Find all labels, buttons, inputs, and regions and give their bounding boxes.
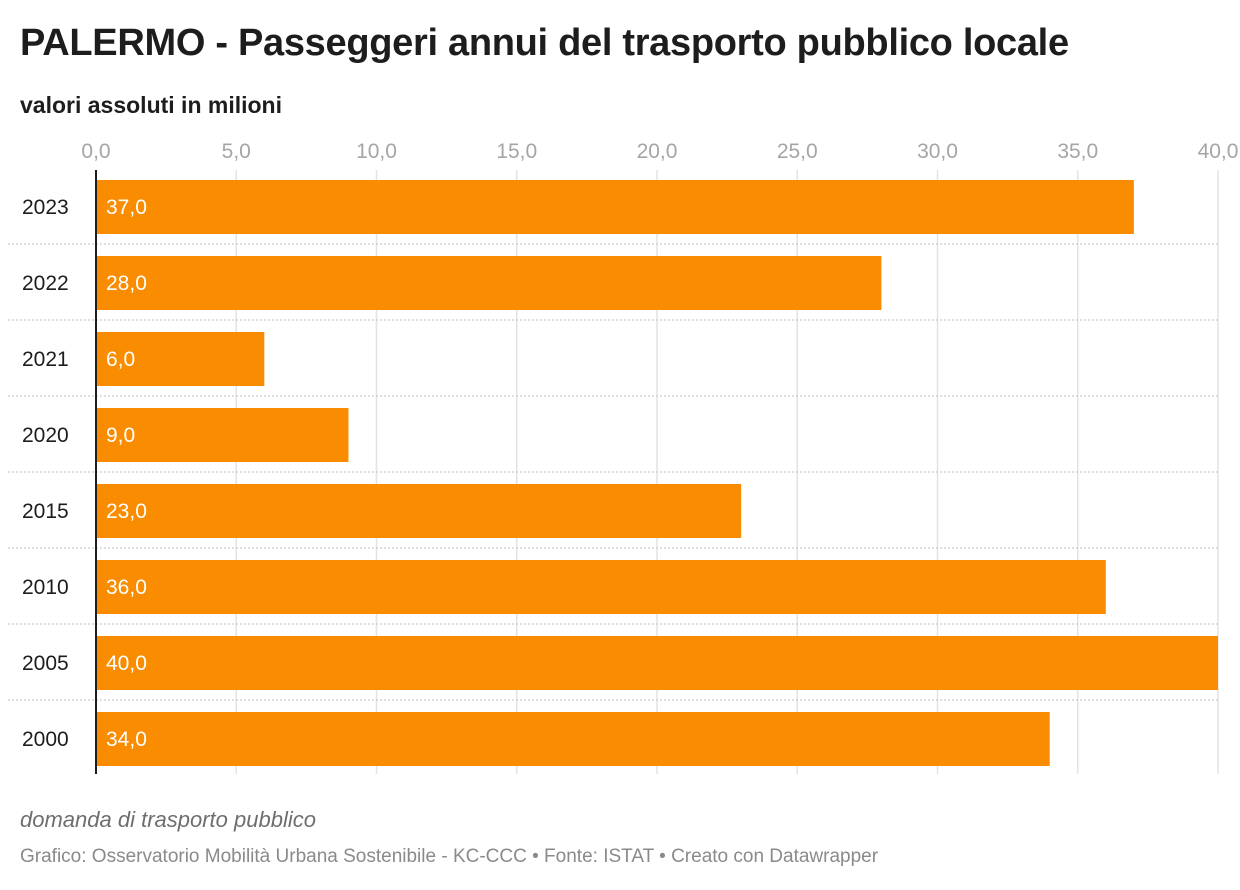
category-label: 2005 bbox=[22, 652, 69, 675]
bar bbox=[96, 256, 882, 310]
category-label: 2022 bbox=[22, 272, 69, 295]
bar-value-label: 34,0 bbox=[106, 728, 147, 751]
x-tick-label: 30,0 bbox=[917, 140, 958, 163]
category-label: 2023 bbox=[22, 196, 69, 219]
category-label: 2010 bbox=[22, 576, 69, 599]
bar-value-label: 23,0 bbox=[106, 500, 147, 523]
bar-value-label: 6,0 bbox=[106, 348, 135, 371]
category-label: 2021 bbox=[22, 348, 69, 371]
bar-chart: 0,0 5,0 10,0 15,0 20,0 25,0 30,0 35,0 40,0 2023 37… bbox=[8, 140, 1239, 774]
category-label: 2015 bbox=[22, 500, 69, 523]
x-tick-label: 35,0 bbox=[1057, 140, 1098, 163]
x-tick-label: 20,0 bbox=[637, 140, 678, 163]
chart-note: domanda di trasporto pubblico bbox=[20, 807, 316, 832]
category-label: 2020 bbox=[22, 424, 69, 447]
bar bbox=[96, 180, 1134, 234]
bar-value-label: 36,0 bbox=[106, 576, 147, 599]
x-tick-label: 40,0 bbox=[1198, 140, 1239, 163]
bar bbox=[96, 636, 1218, 690]
bar bbox=[96, 332, 265, 386]
bar-value-label: 9,0 bbox=[106, 424, 135, 447]
x-tick-label: 0,0 bbox=[81, 140, 110, 163]
chart-credits: Grafico: Osservatorio Mobilità Urbana So… bbox=[20, 846, 879, 867]
chart-title: PALERMO - Passeggeri annui del trasporto… bbox=[20, 22, 1069, 64]
x-tick-label: 10,0 bbox=[356, 140, 397, 163]
x-tick-label: 25,0 bbox=[777, 140, 818, 163]
bar-value-label: 40,0 bbox=[106, 652, 147, 675]
x-tick-label: 5,0 bbox=[222, 140, 251, 163]
category-label: 2000 bbox=[22, 728, 69, 751]
bar bbox=[96, 712, 1050, 766]
x-tick-label: 15,0 bbox=[496, 140, 537, 163]
bar bbox=[96, 484, 742, 538]
bar-value-label: 37,0 bbox=[106, 196, 147, 219]
bar-value-label: 28,0 bbox=[106, 272, 147, 295]
bar bbox=[96, 408, 349, 462]
bar bbox=[96, 560, 1106, 614]
chart-subtitle: valori assoluti in milioni bbox=[20, 92, 282, 118]
